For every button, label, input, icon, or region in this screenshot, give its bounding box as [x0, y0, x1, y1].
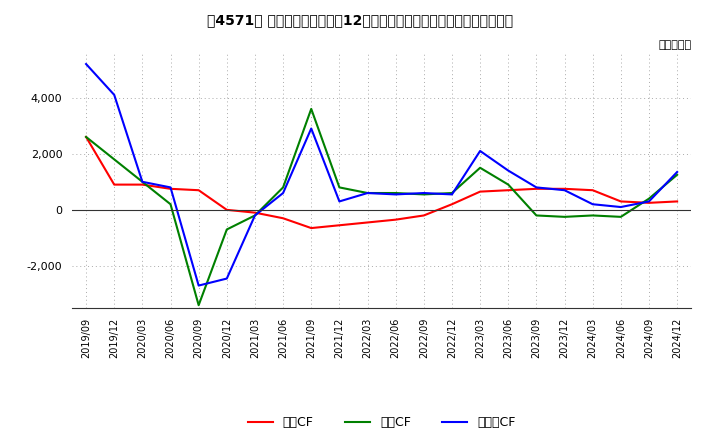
営業CF	[420, 213, 428, 218]
投資CF	[110, 157, 119, 162]
営業CF	[82, 134, 91, 139]
Legend: 営業CF, 投資CF, フリーCF: 営業CF, 投資CF, フリーCF	[243, 411, 521, 434]
フリーCF	[616, 205, 625, 210]
営業CF	[222, 207, 231, 213]
投資CF	[392, 191, 400, 196]
フリーCF	[392, 192, 400, 197]
営業CF	[532, 186, 541, 191]
投資CF	[138, 179, 147, 184]
投資CF	[560, 214, 569, 220]
営業CF	[279, 216, 287, 221]
投資CF	[672, 172, 681, 177]
投資CF	[251, 213, 259, 218]
フリーCF	[222, 276, 231, 281]
フリーCF	[448, 192, 456, 197]
投資CF	[644, 196, 653, 201]
営業CF	[392, 217, 400, 222]
営業CF	[644, 200, 653, 205]
投資CF	[82, 134, 91, 139]
フリーCF	[420, 191, 428, 196]
投資CF	[616, 214, 625, 220]
投資CF	[307, 106, 315, 111]
Line: 投資CF: 投資CF	[86, 109, 677, 305]
営業CF	[166, 186, 175, 191]
営業CF	[616, 199, 625, 204]
営業CF	[448, 202, 456, 207]
営業CF	[307, 225, 315, 231]
投資CF	[222, 227, 231, 232]
投資CF	[448, 191, 456, 196]
営業CF	[672, 199, 681, 204]
営業CF	[251, 210, 259, 215]
Text: （百万円）: （百万円）	[658, 40, 691, 50]
フリーCF	[138, 179, 147, 184]
投資CF	[279, 185, 287, 190]
投資CF	[532, 213, 541, 218]
フリーCF	[672, 169, 681, 175]
フリーCF	[194, 283, 203, 288]
投資CF	[504, 182, 513, 187]
投資CF	[194, 303, 203, 308]
フリーCF	[166, 185, 175, 190]
営業CF	[588, 187, 597, 193]
フリーCF	[82, 61, 91, 66]
営業CF	[335, 223, 343, 228]
営業CF	[560, 186, 569, 191]
投資CF	[363, 191, 372, 196]
Line: フリーCF: フリーCF	[86, 64, 677, 286]
フリーCF	[251, 213, 259, 218]
Line: 営業CF: 営業CF	[86, 137, 677, 228]
フリーCF	[560, 187, 569, 193]
フリーCF	[335, 199, 343, 204]
投資CF	[335, 185, 343, 190]
Text: 、4571】 キャッシュフローの12か月移動合計の対前年同期増減額の推移: 、4571】 キャッシュフローの12か月移動合計の対前年同期増減額の推移	[207, 13, 513, 27]
フリーCF	[588, 202, 597, 207]
フリーCF	[532, 185, 541, 190]
営業CF	[138, 182, 147, 187]
フリーCF	[504, 168, 513, 173]
フリーCF	[279, 191, 287, 196]
営業CF	[194, 187, 203, 193]
フリーCF	[307, 126, 315, 131]
営業CF	[476, 189, 485, 194]
投資CF	[166, 202, 175, 207]
投資CF	[588, 213, 597, 218]
投資CF	[420, 192, 428, 197]
営業CF	[110, 182, 119, 187]
営業CF	[504, 187, 513, 193]
フリーCF	[476, 148, 485, 154]
営業CF	[363, 220, 372, 225]
投資CF	[476, 165, 485, 170]
フリーCF	[110, 92, 119, 98]
フリーCF	[363, 191, 372, 196]
フリーCF	[644, 199, 653, 204]
